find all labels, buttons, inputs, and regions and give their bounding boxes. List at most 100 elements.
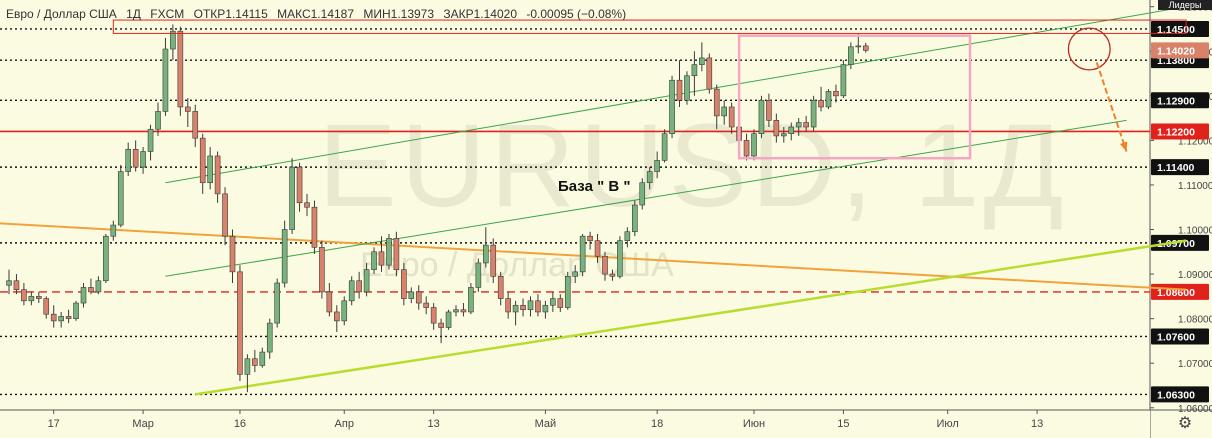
candle-body[interactable]: [35, 296, 42, 299]
candle-body[interactable]: [386, 238, 392, 266]
candle-body[interactable]: [192, 111, 199, 139]
candle-body[interactable]: [50, 313, 57, 322]
candle-body[interactable]: [646, 171, 653, 184]
candle-body[interactable]: [810, 99, 817, 128]
candle-body[interactable]: [862, 45, 869, 51]
candle-body[interactable]: [713, 88, 720, 117]
candle-body[interactable]: [453, 309, 459, 313]
candle-body[interactable]: [155, 111, 161, 130]
candle-body[interactable]: [609, 273, 616, 277]
candle-body[interactable]: [676, 79, 683, 101]
candle-body[interactable]: [617, 240, 623, 277]
resistance-box[interactable]: [112, 19, 1187, 34]
candle-body[interactable]: [825, 91, 832, 108]
candle-body[interactable]: [348, 280, 355, 302]
consolidation-box[interactable]: [737, 34, 972, 160]
candle-body[interactable]: [475, 262, 482, 288]
candle-body[interactable]: [326, 291, 333, 313]
candle-body[interactable]: [266, 322, 273, 353]
candle-body[interactable]: [65, 316, 72, 319]
annotation-base-b[interactable]: База " В ": [558, 178, 631, 195]
candle-body[interactable]: [855, 45, 862, 48]
candle-body[interactable]: [497, 276, 504, 299]
candle-body[interactable]: [408, 291, 415, 299]
candle-body[interactable]: [140, 151, 146, 168]
candle-body[interactable]: [788, 126, 795, 134]
candle-body[interactable]: [423, 302, 430, 308]
candle-body[interactable]: [281, 229, 288, 284]
candle-body[interactable]: [21, 289, 27, 302]
candle-body[interactable]: [542, 304, 549, 313]
candle-body[interactable]: [550, 298, 556, 306]
candle-body[interactable]: [445, 311, 452, 328]
candle-body[interactable]: [751, 133, 757, 157]
candle-body[interactable]: [706, 57, 713, 90]
symbol-name[interactable]: Евро / Доллар США: [6, 7, 117, 21]
candle-body[interactable]: [780, 133, 787, 137]
candle-body[interactable]: [602, 255, 608, 275]
candle-body[interactable]: [103, 235, 109, 282]
candle-body[interactable]: [274, 282, 281, 324]
candle-body[interactable]: [393, 238, 400, 270]
time-axis[interactable]: [0, 410, 1150, 438]
candle-body[interactable]: [43, 298, 50, 315]
interval-label[interactable]: 1Д: [126, 7, 141, 21]
candle-body[interactable]: [117, 171, 124, 226]
candle-body[interactable]: [28, 296, 35, 302]
candle-body[interactable]: [132, 148, 139, 168]
candle-body[interactable]: [639, 182, 646, 206]
candle-body[interactable]: [170, 30, 176, 50]
candle-body[interactable]: [13, 280, 20, 290]
candle-body[interactable]: [311, 206, 318, 248]
candle-body[interactable]: [415, 291, 422, 304]
candle-body[interactable]: [691, 64, 698, 77]
candle-body[interactable]: [833, 91, 839, 97]
candle-body[interactable]: [199, 137, 206, 184]
candle-body[interactable]: [333, 311, 340, 322]
candle-body[interactable]: [520, 304, 526, 311]
candle-body[interactable]: [304, 202, 310, 208]
candle-body[interactable]: [229, 235, 236, 273]
candle-body[interactable]: [512, 304, 519, 313]
lime-trendline[interactable]: [195, 239, 1187, 396]
candle-body[interactable]: [147, 128, 154, 152]
candle-body[interactable]: [572, 271, 579, 277]
candle-body[interactable]: [88, 287, 94, 293]
candle-body[interactable]: [743, 140, 750, 157]
green-channel-middle[interactable]: [165, 119, 1127, 277]
candle-body[interactable]: [803, 122, 809, 128]
candle-body[interactable]: [244, 358, 251, 375]
candle-body[interactable]: [684, 75, 690, 101]
candle-body[interactable]: [587, 235, 593, 241]
candle-body[interactable]: [848, 46, 854, 65]
orange-trendline[interactable]: [0, 220, 1187, 291]
candle-body[interactable]: [73, 302, 79, 319]
gear-icon[interactable]: ⚙: [1177, 415, 1193, 432]
candle-body[interactable]: [80, 287, 87, 304]
candle-body[interactable]: [594, 240, 601, 257]
candle-body[interactable]: [438, 322, 444, 328]
candle-body[interactable]: [58, 316, 64, 322]
candle-body[interactable]: [162, 48, 169, 112]
candle-body[interactable]: [766, 99, 772, 121]
candle-body[interactable]: [222, 193, 228, 237]
candle-body[interactable]: [721, 106, 728, 117]
green-channel-upper[interactable]: [165, 6, 1187, 184]
candle-body[interactable]: [840, 64, 847, 97]
candle-body[interactable]: [356, 280, 362, 293]
leaders-tab[interactable]: Лидеры: [1158, 0, 1212, 10]
price-axis[interactable]: [1150, 0, 1212, 438]
highlight-circle[interactable]: [1067, 27, 1111, 71]
candle-body[interactable]: [699, 57, 705, 65]
candle-body[interactable]: [6, 280, 12, 286]
candle-body[interactable]: [624, 231, 631, 241]
candle-body[interactable]: [490, 244, 497, 277]
candle-body[interactable]: [185, 106, 191, 112]
candle-body[interactable]: [95, 280, 102, 293]
candle-body[interactable]: [505, 298, 511, 313]
candle-body[interactable]: [177, 30, 184, 108]
candle-body[interactable]: [654, 160, 660, 172]
candle-body[interactable]: [207, 155, 213, 184]
candle-body[interactable]: [319, 247, 325, 293]
